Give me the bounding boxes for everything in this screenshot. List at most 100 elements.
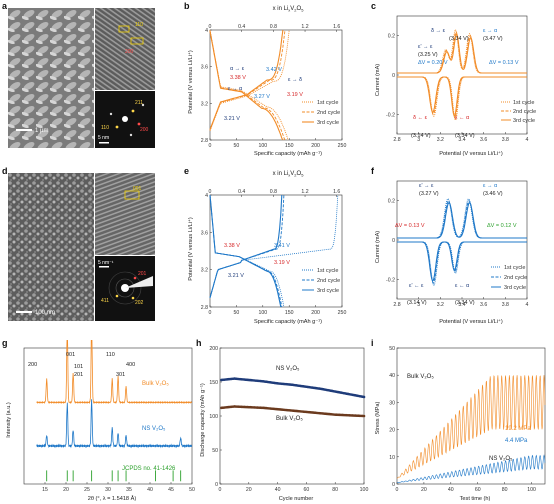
saed-scale-label: 5 nm [98,135,109,141]
y-axis-label-g: Intensity (a.u.) [6,402,12,438]
g-series-ns: NS V₂O₅ [142,426,166,432]
f-ytick-label: -0.2 [386,277,395,283]
legend-c-1: 1st cycle [513,100,534,106]
f-xtick-label: 3.6 [480,302,487,308]
e-annot-319: 3.19 V [274,260,290,266]
i-xtick-label: 40 [448,487,454,493]
legend-f-2: 2nd cycle [504,275,527,281]
h-ytick-label: 200 [209,346,218,352]
i-ns-stress [397,454,546,483]
f-annot-5: ΔV = 0.13 V [395,223,425,229]
g-xtick-label: 35 [126,487,132,493]
i-ytick-label: 30 [389,400,395,406]
saed-label-411: 411 [101,298,109,304]
h-ytick-label: 0 [215,482,218,488]
c-ytick-label: -0.2 [386,112,395,118]
h-xtick-label: 40 [275,487,281,493]
c-annot-6: (3.25 V) [418,52,438,58]
hrtem-image-ns: 001 [95,173,155,255]
e-ytick-label: 3.2 [201,268,208,274]
b-annot-eps-delta: ε → δ [288,77,302,83]
g-peak-201: 201 [74,372,83,378]
c-annot-12: (3.34 V) [455,133,475,139]
saed-label-110: 110 [101,125,109,131]
i-xtick-label: 80 [502,487,508,493]
hrtem-image-bulk: 110 200 [95,8,155,90]
c-annot-1: δ → ε [431,28,446,34]
panel-label-d: d [2,166,8,176]
c-ytick-label: 0 [392,73,395,79]
e-discharge-1 [209,194,285,308]
b-ytick-label: 3.2 [201,101,208,107]
h-ytick-label: 50 [212,448,218,454]
h-ytick-label: 150 [209,380,218,386]
panel-label-b: b [184,1,190,11]
b-top-tick-label: 1.2 [301,24,308,30]
b-annot-alpha-eps: α → ε [230,66,245,72]
c-red-2 [397,76,527,119]
x-axis-label-g: 2θ (°, λ = 1.5418 Å) [88,495,137,502]
h-point-bulk [362,414,366,418]
c-xtick-label: 3.8 [502,137,509,143]
c-xtick-label: 3.4 [458,137,465,143]
b-discharge-2 [209,30,286,141]
x-axis-label-c: Potential (V versus Li/Li⁺) [439,150,503,157]
chart-c: 2.8 3 3.2 3.4 3.6 3.8 4 -0.2 0 0.2 Potential (V v… [375,15,536,157]
b-charge-3 [209,29,284,130]
b-xtick-label: 0 [209,143,212,149]
legend-b-2: 2nd cycle [317,110,340,116]
b-xtick-label: 150 [285,143,294,149]
legend-b-1: 1st cycle [317,100,338,106]
e-frame [209,194,343,308]
e-top-tick-label: 0.8 [270,189,277,195]
legend-e: 1st cycle 2nd cycle 3rd cycle [302,268,340,294]
x-axis-label-b: Specific capacity (mAh g⁻¹) [254,151,322,157]
f-xtick-label: 3.4 [458,302,465,308]
f-ox-1 [397,198,527,239]
chart-g: 15 20 25 30 35 40 45 50 2θ (°, λ = 1.5418 Å) In… [6,340,195,502]
b-top-tick-label: 0.8 [270,24,277,30]
b-xtick-label: 200 [311,143,320,149]
panel-label-f: f [371,166,374,176]
f-red-3 [397,241,527,282]
e-annot-338: 3.38 V [224,243,240,249]
g-frame [23,347,193,485]
f-xtick-label: 3.8 [502,302,509,308]
i-bulk-stress [396,374,546,479]
f-annot-9: ε ← α [455,283,470,289]
saed-scale-label-d: 5 nm⁻¹ [98,260,114,266]
y-axis-label-c: Current (mA) [375,64,381,96]
x-axis-label-h: Cycle number [279,496,314,502]
c-annot-11: ε ← α [455,115,470,121]
saed-image-bulk: 211 110 200 5 nm [95,91,155,148]
scale-bar-label-d: 100 nm [35,310,55,316]
b-charge-2 [209,29,286,131]
g-xtick-label: 30 [105,487,111,493]
g-peak-101: 101 [74,364,83,370]
i-xtick-label: 20 [421,487,427,493]
panel-label-a: a [2,1,8,11]
h-xtick-label: 20 [246,487,252,493]
g-peak-200: 200 [28,362,37,368]
c-annot-9: δ ← ε [413,115,428,121]
b-annot-327: 3.27 V [254,94,270,100]
b-annot-321: 3.21 V [224,116,240,122]
c-annot-2: (3.34 V) [449,36,469,42]
panel-label-i: i [371,338,374,348]
g-series-bulk: Bulk V₂O₅ [142,381,169,387]
hrtem-label-200: 200 [125,49,134,55]
x-axis-label-i: Test time (h) [460,496,491,502]
g-peak-001: 001 [66,352,75,358]
i-ytick-label: 0 [392,482,395,488]
scale-bar [16,129,32,131]
g-ns-pattern [36,399,192,449]
c-annot-7: ΔV = 0.20 V [418,60,448,66]
legend-e-2: 2nd cycle [317,278,340,284]
g-xtick-label: 25 [84,487,90,493]
c-ox-3 [397,33,527,74]
b-annot-342: 3.42 V [266,67,282,73]
saed-label-200: 200 [140,127,149,133]
saed-image-ns: 201 202 411 5 nm⁻¹ [95,256,155,321]
b-ytick-label: 2.8 [201,138,208,144]
